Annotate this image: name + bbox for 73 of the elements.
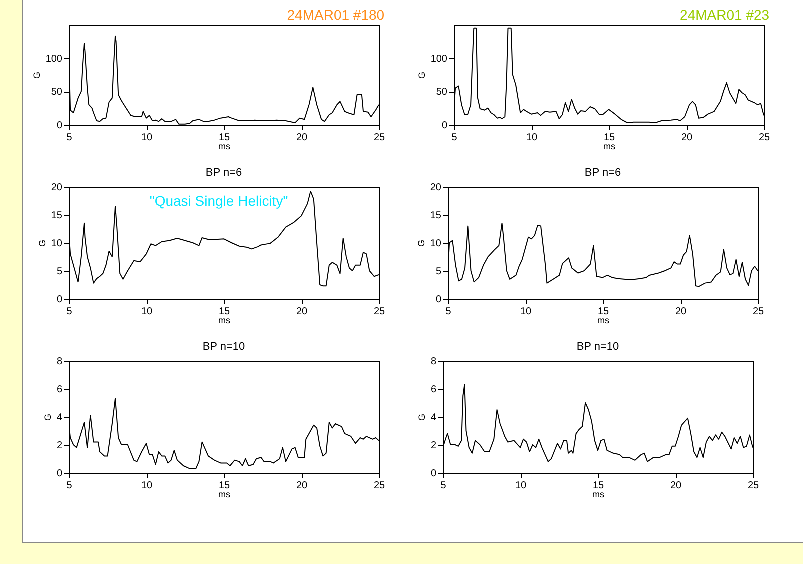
y-tick-label: 2: [56, 440, 63, 452]
x-tick-label: 20: [670, 480, 682, 492]
y-tick-label: 0: [56, 294, 63, 306]
x-tick-label: 5: [452, 132, 458, 144]
x-tick-label: 20: [296, 480, 308, 492]
x-tick-label: 25: [374, 480, 386, 492]
y-tick-label: 20: [51, 182, 63, 194]
chart-title: BP n=10: [576, 341, 620, 353]
x-tick-label: 15: [598, 306, 610, 318]
y-tick-label: 100: [430, 54, 448, 65]
x-tick-label: 20: [296, 132, 308, 144]
x-tick-label: 20: [296, 306, 308, 318]
y-tick-label: 15: [430, 210, 442, 222]
x-tick-label: 10: [141, 480, 153, 492]
y-axis-title: G: [416, 240, 426, 248]
y-tick-label: 6: [430, 384, 437, 396]
x-tick-label: 15: [218, 306, 230, 318]
y-axis-title: G: [42, 414, 53, 422]
y-tick-label: 0: [436, 294, 442, 306]
x-tick-label: 10: [141, 306, 153, 318]
x-tick-label: 25: [758, 132, 770, 144]
y-axis-title: G: [32, 72, 42, 80]
y-tick-label: 0: [430, 468, 437, 480]
y-tick-label: 5: [436, 266, 442, 278]
y-tick-label: 50: [51, 87, 63, 98]
y-tick-label: 8: [56, 356, 63, 368]
y-axis-title: G: [416, 414, 427, 422]
x-tick-label: 25: [752, 306, 764, 318]
y-tick-label: 100: [46, 54, 63, 65]
x-axis-title: ms: [604, 142, 616, 152]
x-tick-label: 20: [675, 306, 687, 318]
x-tick-label: 15: [218, 480, 230, 492]
y-tick-label: 0: [56, 120, 63, 132]
y-tick-label: 2: [430, 440, 437, 452]
x-tick-label: 10: [141, 132, 153, 144]
y-axis-title: G: [416, 72, 427, 80]
x-tick-label: 25: [748, 480, 760, 492]
y-tick-label: 0: [56, 468, 63, 480]
y-tick-label: 8: [430, 356, 437, 368]
x-tick-label: 10: [526, 132, 538, 144]
x-axis-title: ms: [598, 316, 610, 326]
y-tick-label: 0: [442, 120, 448, 132]
chart-title: BP n=6: [206, 167, 242, 179]
x-axis-title: ms: [218, 490, 231, 500]
y-tick-label: 10: [51, 238, 63, 250]
x-tick-label: 10: [520, 306, 532, 318]
y-tick-label: 10: [430, 238, 442, 250]
x-tick-label: 5: [66, 132, 73, 144]
y-tick-label: 5: [56, 266, 63, 278]
x-tick-label: 20: [681, 132, 693, 144]
y-axis-title: G: [37, 240, 48, 248]
chart-title: BP n=10: [202, 341, 246, 353]
x-tick-label: 5: [66, 306, 73, 318]
y-tick-label: 50: [436, 87, 448, 98]
chart-title: 24MAR01 #180: [287, 7, 385, 23]
x-tick-label: 15: [604, 132, 616, 144]
x-tick-label: 15: [218, 132, 230, 144]
y-tick-label: 6: [56, 384, 63, 396]
chart-title: BP n=6: [584, 167, 622, 179]
x-tick-label: 5: [66, 480, 73, 492]
y-tick-label: 20: [430, 182, 442, 194]
chart-title: 24MAR01 #23: [680, 7, 770, 23]
x-axis-title: ms: [592, 490, 605, 500]
x-tick-label: 25: [374, 132, 386, 144]
x-tick-label: 25: [374, 306, 386, 318]
x-tick-label: 15: [592, 480, 604, 492]
x-axis-title: ms: [218, 316, 231, 326]
x-axis-title: ms: [218, 142, 231, 152]
y-tick-label: 15: [51, 210, 63, 222]
y-tick-label: 4: [430, 412, 437, 424]
annotation: "Quasi Single Helicity": [150, 193, 288, 209]
y-tick-label: 4: [56, 412, 63, 424]
x-tick-label: 10: [515, 480, 527, 492]
